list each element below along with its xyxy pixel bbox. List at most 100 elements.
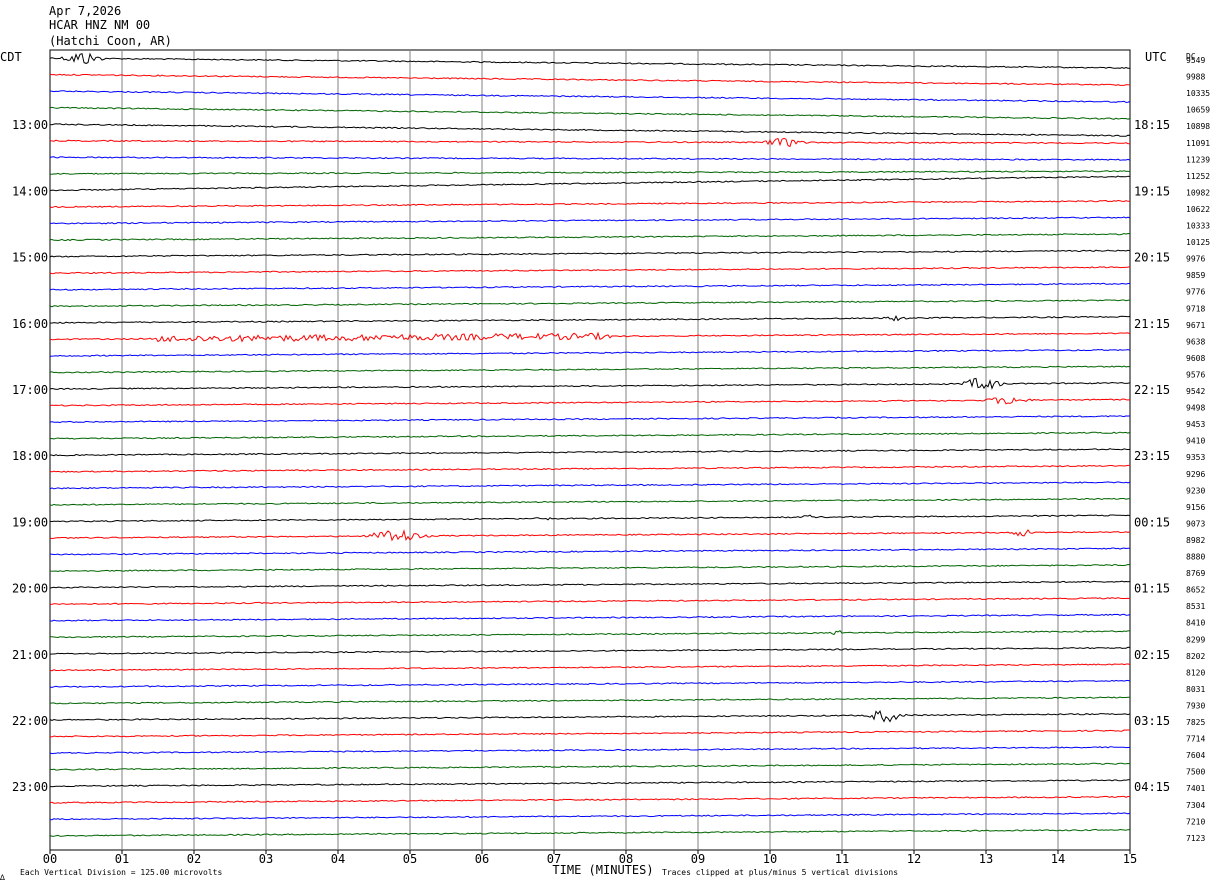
dc-value-13: 9859 <box>1186 271 1205 280</box>
seismic-trace-0 <box>49 52 1131 69</box>
seismic-trace-20 <box>49 377 1131 391</box>
cdt-hour-label: 21:00 <box>12 648 48 662</box>
dc-value-12: 9976 <box>1186 255 1205 264</box>
dc-value-1: 9988 <box>1186 73 1205 82</box>
seismic-trace-42 <box>49 746 1131 755</box>
dc-value-4: 10898 <box>1186 122 1210 131</box>
cdt-hour-label: 16:00 <box>12 317 48 331</box>
footer-clip-note: Traces clipped at plus/minus 5 vertical … <box>662 868 898 877</box>
dc-value-29: 8982 <box>1186 536 1205 545</box>
x-tick-label: 04 <box>331 852 345 866</box>
header-station: HCAR HNZ NM 00 <box>49 18 151 32</box>
x-tick-label: 13 <box>979 852 993 866</box>
seismic-trace-5 <box>50 137 1131 148</box>
dc-value-3: 10659 <box>1186 106 1210 115</box>
seismic-trace-1 <box>49 73 1131 86</box>
footer-scale-note: Each Vertical Division = 125.00 microvol… <box>20 868 222 877</box>
left-timezone-label: CDT <box>0 50 22 64</box>
utc-hour-label: 01:15 <box>1134 582 1170 596</box>
seismic-trace-15 <box>49 299 1131 308</box>
cdt-hour-label: 23:00 <box>12 780 48 794</box>
dc-value-7: 11252 <box>1186 172 1210 181</box>
dc-value-19: 9576 <box>1186 370 1205 379</box>
seismic-trace-27 <box>49 497 1130 506</box>
cdt-hour-label: 14:00 <box>12 184 48 198</box>
dc-value-15: 9718 <box>1186 304 1205 313</box>
plot-frame <box>49 49 1131 851</box>
seismic-trace-18 <box>49 348 1131 357</box>
seismic-trace-16 <box>49 315 1131 324</box>
dc-value-9: 10622 <box>1186 205 1210 214</box>
seismic-trace-39 <box>49 696 1130 705</box>
seismic-trace-30 <box>49 547 1131 556</box>
dc-value-36: 8202 <box>1186 652 1205 661</box>
x-axis-title: TIME (MINUTES) <box>552 863 653 877</box>
seismic-trace-7 <box>49 170 1131 175</box>
cdt-hour-label: 15:00 <box>12 251 48 265</box>
utc-hour-label: 20:15 <box>1134 251 1170 265</box>
cdt-hour-label: 13:00 <box>12 118 48 132</box>
seismic-trace-25 <box>49 464 1130 473</box>
seismic-trace-22 <box>49 415 1131 424</box>
utc-hour-label: 22:15 <box>1134 383 1170 397</box>
seismic-trace-41 <box>49 729 1130 738</box>
dc-value-45: 7304 <box>1186 801 1205 810</box>
dc-value-33: 8531 <box>1186 602 1205 611</box>
dc-value-24: 9353 <box>1186 453 1205 462</box>
seismic-trace-45 <box>49 795 1130 804</box>
seismic-trace-13 <box>49 266 1131 275</box>
dc-value-42: 7604 <box>1186 751 1205 760</box>
seismic-trace-11 <box>49 232 1131 242</box>
cdt-hour-label: 22:00 <box>12 714 48 728</box>
dc-value-47: 7123 <box>1186 834 1205 843</box>
seismic-trace-24 <box>49 448 1131 457</box>
right-timezone-label: UTC <box>1145 50 1167 64</box>
seismic-trace-34 <box>49 613 1131 622</box>
seismic-trace-9 <box>49 199 1130 209</box>
cdt-hour-label: 17:00 <box>12 383 48 397</box>
utc-hour-label: 03:15 <box>1134 714 1170 728</box>
dc-value-2: 10335 <box>1186 89 1210 98</box>
utc-hour-label: 18:15 <box>1134 118 1170 132</box>
x-tick-label: 03 <box>259 852 273 866</box>
dc-value-34: 8410 <box>1186 619 1205 628</box>
dc-value-10: 10333 <box>1186 222 1210 231</box>
dc-value-26: 9230 <box>1186 486 1205 495</box>
seismic-trace-26 <box>49 481 1131 490</box>
dc-value-0: 9549 <box>1186 56 1205 65</box>
x-tick-label: 14 <box>1051 852 1065 866</box>
cdt-hour-label: 19:00 <box>12 515 48 529</box>
header-date: Apr 7,2026 <box>49 4 122 18</box>
dc-value-5: 11091 <box>1186 139 1210 148</box>
dc-value-32: 8652 <box>1186 586 1205 595</box>
seismic-trace-17 <box>49 331 1131 343</box>
seismic-trace-10 <box>49 216 1131 225</box>
seismic-trace-46 <box>49 812 1131 821</box>
dc-value-8: 10982 <box>1186 188 1210 197</box>
cdt-hour-label: 20:00 <box>12 582 48 596</box>
seismic-trace-37 <box>49 663 1131 672</box>
seismic-trace-8 <box>49 175 1131 192</box>
dc-value-40: 7825 <box>1186 718 1205 727</box>
dc-value-14: 9776 <box>1186 288 1205 297</box>
utc-hour-label: 23:15 <box>1134 449 1170 463</box>
footer-mark: ∆ <box>0 873 5 882</box>
dc-value-41: 7714 <box>1186 735 1205 744</box>
x-tick-label: 05 <box>403 852 417 866</box>
dc-value-6: 11239 <box>1186 155 1210 164</box>
seismic-trace-19 <box>49 365 1131 374</box>
dc-value-20: 9542 <box>1186 387 1205 396</box>
seismic-trace-2 <box>49 90 1131 103</box>
seismic-trace-3 <box>49 106 1131 120</box>
dc-value-17: 9638 <box>1186 337 1205 346</box>
x-tick-label: 09 <box>691 852 705 866</box>
dc-value-11: 10125 <box>1186 238 1210 247</box>
x-tick-label: 10 <box>763 852 777 866</box>
dc-value-23: 9410 <box>1186 437 1205 446</box>
dc-value-27: 9156 <box>1186 503 1205 512</box>
dc-value-43: 7500 <box>1186 768 1205 777</box>
seismic-trace-4 <box>49 123 1131 137</box>
dc-label: DC <box>1186 52 1196 61</box>
dc-value-39: 7930 <box>1186 701 1205 710</box>
dc-value-22: 9453 <box>1186 420 1205 429</box>
